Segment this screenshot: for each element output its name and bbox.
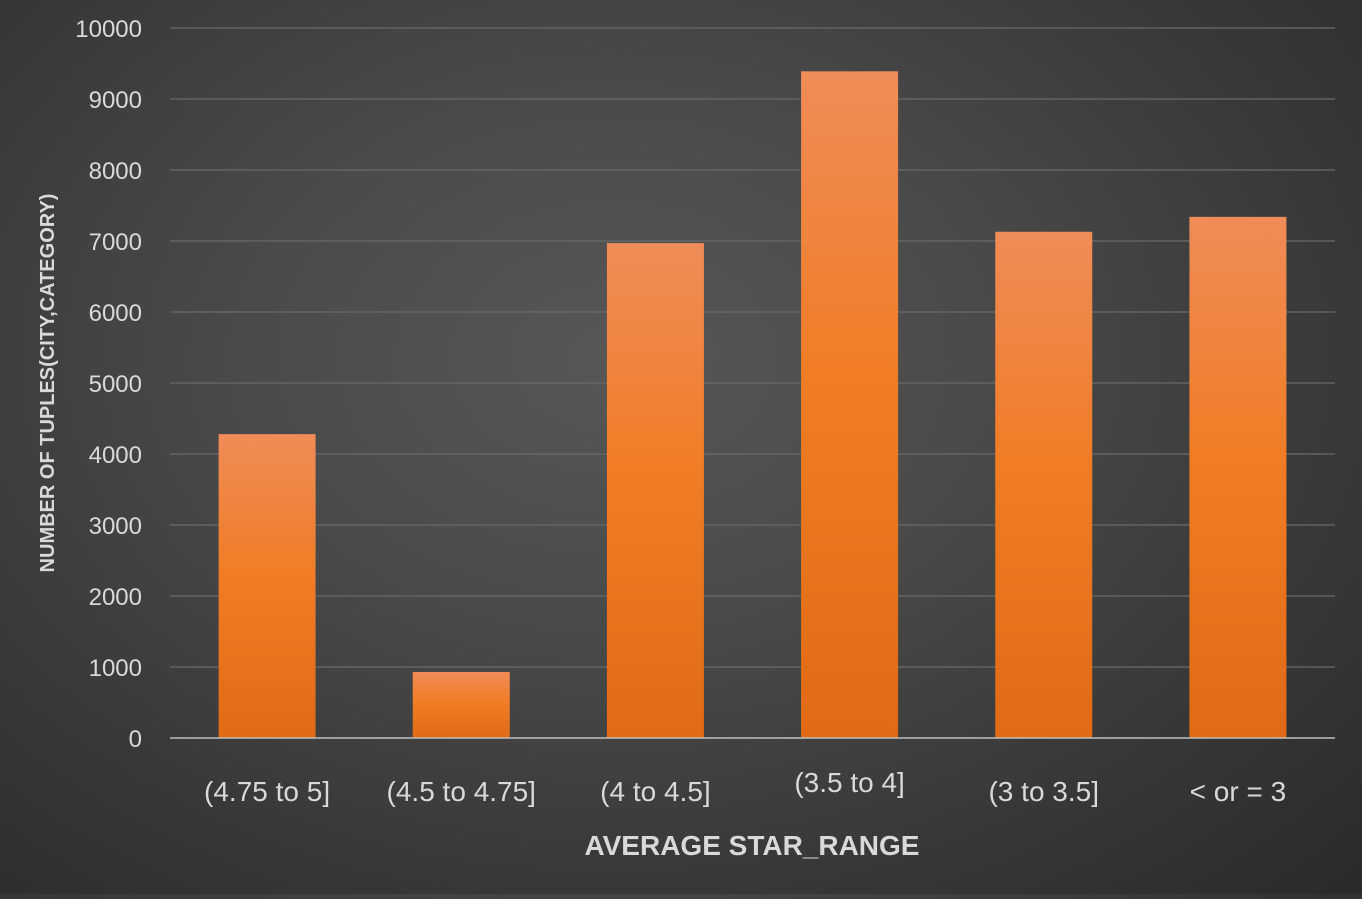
bar: [801, 71, 899, 738]
x-category-label: (4.75 to 5]: [204, 776, 330, 807]
y-tick-label: 4000: [89, 442, 142, 469]
bars: [218, 71, 1287, 739]
x-category-label: (3 to 3.5]: [988, 776, 1099, 807]
y-tick-label: 2000: [89, 584, 142, 611]
x-axis-title: AVERAGE STAR_RANGE: [584, 830, 919, 861]
gridlines: [170, 27, 1335, 668]
x-category-label: (4.5 to 4.75]: [387, 776, 536, 807]
y-tick-label: 6000: [89, 300, 142, 327]
y-tick-label: 9000: [89, 87, 142, 114]
y-tick-label: 7000: [89, 229, 142, 256]
y-tick-label: 8000: [89, 158, 142, 185]
bar: [606, 243, 704, 738]
y-tick-label: 10000: [75, 16, 142, 43]
x-category-label: (3.5 to 4]: [794, 767, 905, 798]
bar: [412, 671, 510, 738]
bar: [995, 231, 1093, 738]
x-category-label: (4 to 4.5]: [600, 776, 711, 807]
bar: [1189, 216, 1287, 739]
y-tick-label: 1000: [89, 655, 142, 682]
x-category-labels: (4.75 to 5] (4.5 to 4.75] (4 to 4.5] (3.5 t…: [204, 767, 1286, 807]
bar: [218, 434, 316, 738]
y-tick-label: 3000: [89, 513, 142, 540]
y-tick-label: 0: [129, 726, 142, 753]
y-tick-labels: 0 1000 2000 3000 4000 5000 6000 7000 8000 9000 100…: [75, 16, 142, 753]
x-category-label: < or = 3: [1190, 776, 1287, 807]
y-axis-title: NUMBER OF TUPLES(CITY,CATEGORY): [37, 194, 59, 573]
y-tick-label: 5000: [89, 371, 142, 398]
